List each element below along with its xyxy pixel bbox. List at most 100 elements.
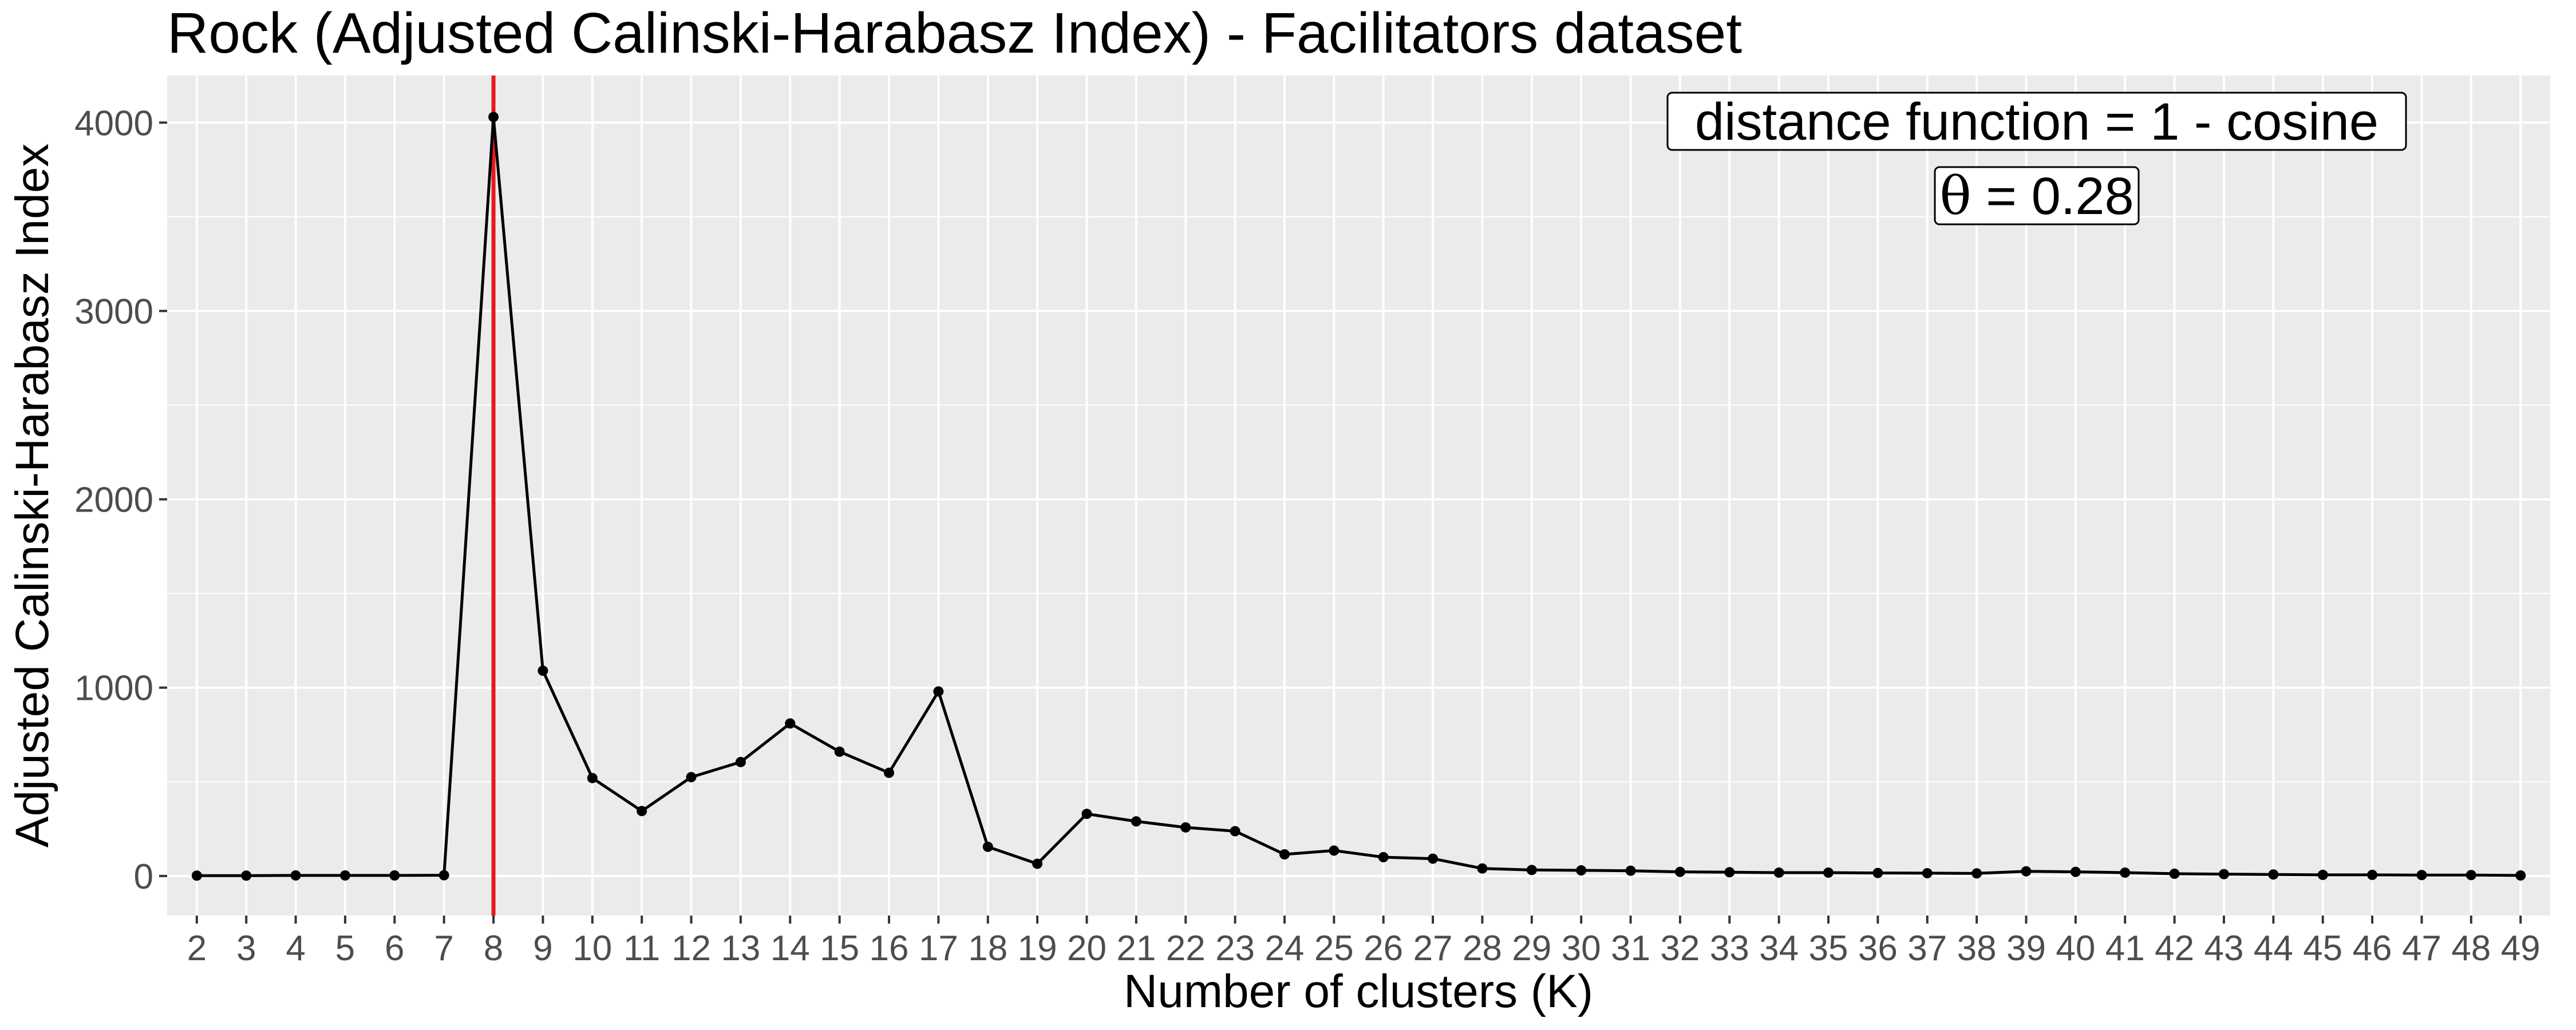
x-tick-label: 36 (1858, 929, 1898, 968)
x-tick-label: 23 (1215, 929, 1255, 968)
x-tick-label: 3 (236, 929, 256, 968)
data-point (785, 718, 796, 729)
x-tick-label: 39 (2006, 929, 2046, 968)
x-tick-label: 31 (1611, 929, 1650, 968)
x-tick-label: 19 (1018, 929, 1057, 968)
data-point (1674, 866, 1685, 877)
series-line (196, 115, 2521, 877)
points-layer (191, 112, 2526, 881)
data-point (1477, 863, 1488, 874)
annotation-theta: θ = 0.28 (1939, 165, 2134, 227)
data-point (1823, 867, 1834, 878)
x-tick-label: 38 (1957, 929, 1997, 968)
x-tick-label: 16 (870, 929, 909, 968)
x-axis-title: Number of clusters (K) (1124, 965, 1593, 1017)
x-tick-label: 46 (2353, 929, 2392, 968)
data-point (686, 772, 697, 783)
data-point (1576, 865, 1587, 876)
data-point (389, 870, 400, 881)
data-point (1625, 865, 1636, 876)
x-tick-label: 49 (2501, 929, 2541, 968)
x-tick-label: 40 (2056, 929, 2095, 968)
annotation-box-distance (1666, 92, 2407, 151)
x-tick-label: 15 (820, 929, 859, 968)
x-tick-label: 20 (1067, 929, 1107, 968)
data-point (290, 870, 301, 881)
plot-panel (167, 76, 2550, 916)
x-tick-label: 42 (2155, 929, 2194, 968)
series-layer (196, 115, 2521, 877)
data-point (1131, 816, 1141, 827)
x-tick-label: 4 (286, 929, 305, 968)
data-point (587, 772, 598, 783)
y-axis: 0 1000 2000 3000 4000 (74, 104, 167, 897)
x-tick-label: 37 (1907, 929, 1947, 968)
x-tick-label: 48 (2451, 929, 2491, 968)
x-tick-label: 17 (919, 929, 958, 968)
x-tick-label: 21 (1116, 929, 1156, 968)
data-point (2416, 870, 2427, 881)
data-point (1081, 809, 1092, 819)
data-point (339, 870, 350, 881)
x-tick-label: 41 (2105, 929, 2145, 968)
x-tick-label: 34 (1759, 929, 1799, 968)
data-point (2070, 866, 2081, 877)
x-tick-label: 43 (2204, 929, 2243, 968)
theta-value: = 0.28 (1971, 167, 2134, 225)
x-tick-label: 2 (187, 929, 207, 968)
x-tick-label: 7 (434, 929, 453, 968)
data-point (982, 841, 993, 852)
data-point (2466, 870, 2476, 881)
x-tick-label: 35 (1809, 929, 1848, 968)
x-tick-label: 13 (721, 929, 760, 968)
data-point (1329, 845, 1340, 856)
data-point (2218, 869, 2229, 880)
x-tick-label: 28 (1463, 929, 1502, 968)
x-tick-label: 5 (335, 929, 355, 968)
y-tick-label: 4000 (74, 104, 153, 143)
x-tick-label: 33 (1710, 929, 1749, 968)
data-point (1526, 865, 1537, 876)
x-tick-label: 45 (2303, 929, 2342, 968)
data-point (637, 806, 647, 817)
data-point (1971, 868, 1982, 879)
theta-symbol: θ (1939, 165, 1971, 227)
x-tick-label: 24 (1265, 929, 1304, 968)
grid (167, 76, 2550, 916)
x-tick-label: 47 (2402, 929, 2441, 968)
data-point (1773, 867, 1784, 878)
data-point (735, 756, 746, 767)
x-tick-label: 11 (623, 929, 660, 968)
y-tick-label: 2000 (74, 481, 153, 520)
x-tick-label: 29 (1512, 929, 1551, 968)
data-point (1230, 826, 1240, 837)
annotation-box-theta (1934, 166, 2140, 225)
y-tick-label: 1000 (74, 669, 153, 708)
data-point (2021, 866, 2032, 877)
x-tick-label: 32 (1660, 929, 1700, 968)
data-point (883, 767, 894, 778)
x-tick-label: 6 (385, 929, 404, 968)
data-point (2169, 868, 2180, 879)
data-point (538, 665, 548, 676)
data-point (1180, 822, 1191, 833)
data-point (191, 870, 202, 881)
data-point (1378, 851, 1389, 862)
data-point (2515, 870, 2526, 881)
annotation-distance: distance function = 1 - cosine (1695, 93, 2379, 151)
data-point (834, 746, 845, 757)
x-tick-label: 12 (671, 929, 711, 968)
data-point (241, 870, 252, 881)
x-axis: 2 3 4 5 6 7 8 9 10 11 12 13 14 15 16 17 18 19 20 21 22 23 24 25… (187, 916, 2541, 968)
chart-title: Rock (Adjusted Calinski-Harabasz Index) … (167, 1, 1742, 65)
data-point (1922, 867, 1933, 878)
data-point (933, 686, 944, 697)
data-point (1428, 853, 1439, 864)
x-tick-label: 44 (2254, 929, 2293, 968)
x-tick-label: 26 (1364, 929, 1403, 968)
data-point (438, 870, 449, 881)
data-point (1872, 867, 1883, 878)
y-axis-title: Adjusted Calinski-Harabasz Index (6, 144, 58, 848)
data-point (2120, 867, 2131, 878)
